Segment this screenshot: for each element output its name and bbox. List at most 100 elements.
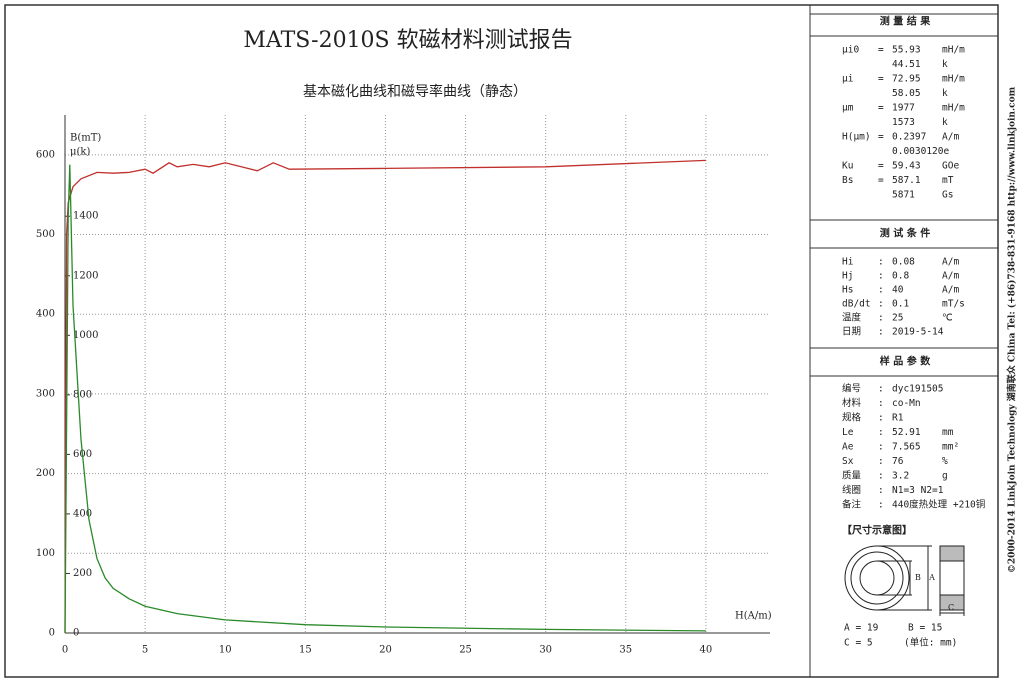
row-value: 58.05 [892,88,921,99]
row-value: N1=3 N2=1 [892,485,944,496]
dimension-mark: B [915,573,921,582]
row-sep: : [878,257,884,268]
row-value: 0.2397 [892,132,926,143]
row-value: 25 [892,313,903,324]
row-value: 55.93 [892,45,921,56]
row-sep: : [878,299,884,310]
row-label: 质量 [842,470,862,482]
row-value: 2019-5-14 [892,327,944,338]
row-sep: : [878,485,884,496]
row-sep: : [878,327,884,338]
row-sep: : [878,427,884,438]
series-line [64,164,706,634]
diagram-title: 【尺寸示意图】 [842,524,912,537]
row-label: Ae [842,442,854,453]
row-sep: : [878,413,884,424]
side-text: ©2000-2014 LinkJoin Technology 湖南联众 Chin… [1006,86,1018,573]
row-label: Ku [842,161,853,172]
row-unit: Gs [942,190,953,201]
y-tick-label: 100 [36,548,55,559]
y-tick-label: 0 [49,628,55,639]
row-label: 编号 [842,383,861,395]
row-label: μi0 [842,45,859,56]
row-value: 1573 [892,117,915,128]
x-tick-label: 20 [379,645,392,656]
y2-tick-label: 1400 [73,211,98,222]
dimension-value: C = 5 [844,638,873,649]
row-sep: : [878,384,884,395]
row-unit: A/m [942,271,959,282]
y-tick-label: 600 [36,149,55,160]
row-label: H(μm) [842,132,871,143]
row-unit: mm [942,427,954,438]
row-unit: mm² [942,442,959,453]
row-value: 0.08 [892,257,915,268]
row-unit: k [942,88,948,99]
y-tick-label: 500 [36,229,55,240]
x-tick-label: 35 [619,645,632,656]
x-tick-label: 0 [62,645,68,656]
row-label: Hi [842,257,854,268]
row-unit: A/m [942,257,959,268]
row-unit: mT [942,175,954,186]
row-sep: = [878,132,884,143]
y2-tick-label: 1200 [73,270,98,281]
row-sep: : [878,285,884,296]
x-tick-label: 25 [459,645,472,656]
row-unit: k [942,117,948,128]
legend-entry: μ(k) [70,147,90,158]
row-value: 440度热处理 +210铜 [892,499,985,511]
x-tick-label: 15 [299,645,312,656]
row-value: 40 [892,285,904,296]
x-axis-label: H(A/m) [735,611,772,622]
row-sep: : [878,500,884,511]
row-value: 72.95 [892,74,921,85]
row-unit: mH/m [942,74,965,85]
row-value: 5871 [892,190,915,201]
row-label: μi [842,74,854,85]
row-sep: = [878,161,884,172]
row-value: 59.43 [892,161,921,172]
row-unit: GOe [942,161,959,172]
row-value: 7.565 [892,442,921,453]
legend-entry: B(mT) [70,133,101,144]
row-unit: g [942,471,948,482]
row-sep: : [878,471,884,482]
row-value: 52.91 [892,427,921,438]
row-unit: ℃ [942,313,953,324]
row-unit: mH/m [942,45,965,56]
row-sep: = [878,175,884,186]
dimension-mark: A [928,573,935,582]
row-value: 44.51 [892,59,921,70]
row-label: Sx [842,456,854,467]
x-tick-label: 10 [219,645,232,656]
x-tick-label: 5 [142,645,148,656]
y-tick-label: 400 [36,309,55,320]
row-unit: mH/m [942,103,965,114]
row-value: 0.0030120e [892,146,949,157]
y2-tick-label: 800 [73,389,92,400]
y-tick-label: 200 [36,468,55,479]
row-value: R1 [892,413,904,424]
row-value: 76 [892,456,904,467]
row-label: 日期 [842,327,861,338]
section-title: 测 量 结 果 [880,15,931,28]
row-label: Bs [842,175,853,186]
row-sep: : [878,442,884,453]
outer-frame [4,4,999,678]
row-value: 587.1 [892,175,921,186]
row-label: 材料 [842,397,862,409]
x-tick-label: 30 [539,645,552,656]
row-value: co-Mn [892,398,921,409]
dimension-value: B = 15 [908,623,942,634]
dimension-value: A = 19 [844,623,879,634]
row-label: Hj [842,271,853,282]
section-title: 样 品 参 数 [880,355,931,368]
row-sep: : [878,456,884,467]
y2-tick-label: 200 [73,568,92,579]
row-sep: = [878,45,884,56]
size-diagram [844,545,965,616]
row-label: Hs [842,285,853,296]
row-sep: : [878,398,884,409]
